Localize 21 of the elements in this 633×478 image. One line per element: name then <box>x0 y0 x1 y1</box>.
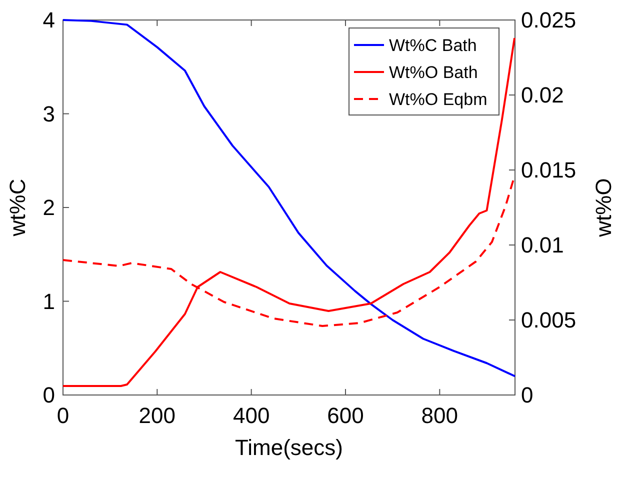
x-tick-label: 400 <box>232 403 270 428</box>
x-axis-title: Time(secs) <box>235 435 343 460</box>
y-tick-label: 4 <box>42 8 55 33</box>
y2-tick-label: 0.005 <box>521 308 576 333</box>
x-tick-label: 200 <box>138 403 176 428</box>
legend-label: Wt%C Bath <box>389 36 477 55</box>
y2-tick-label: 0.025 <box>521 8 576 33</box>
y-tick-label: 2 <box>42 195 55 220</box>
y-axis-title: wt%C <box>5 178 30 238</box>
x-tick-label: 600 <box>327 403 364 428</box>
y-tick-label: 3 <box>42 101 55 126</box>
y2-tick-label: 0 <box>521 382 534 408</box>
x-tick-label: 800 <box>421 403 458 428</box>
y2-tick-label: 0.02 <box>521 82 564 108</box>
y2-axis-title: wt%O <box>591 178 616 238</box>
y2-tick-label: 0.015 <box>521 158 576 183</box>
y-tick-label: 1 <box>42 288 55 314</box>
legend-label: Wt%O Bath <box>389 62 478 82</box>
legend-label: Wt%O Eqbm <box>389 90 488 109</box>
y2-tick-label: 0.01 <box>521 232 564 258</box>
y-tick-label: 0 <box>42 382 55 408</box>
